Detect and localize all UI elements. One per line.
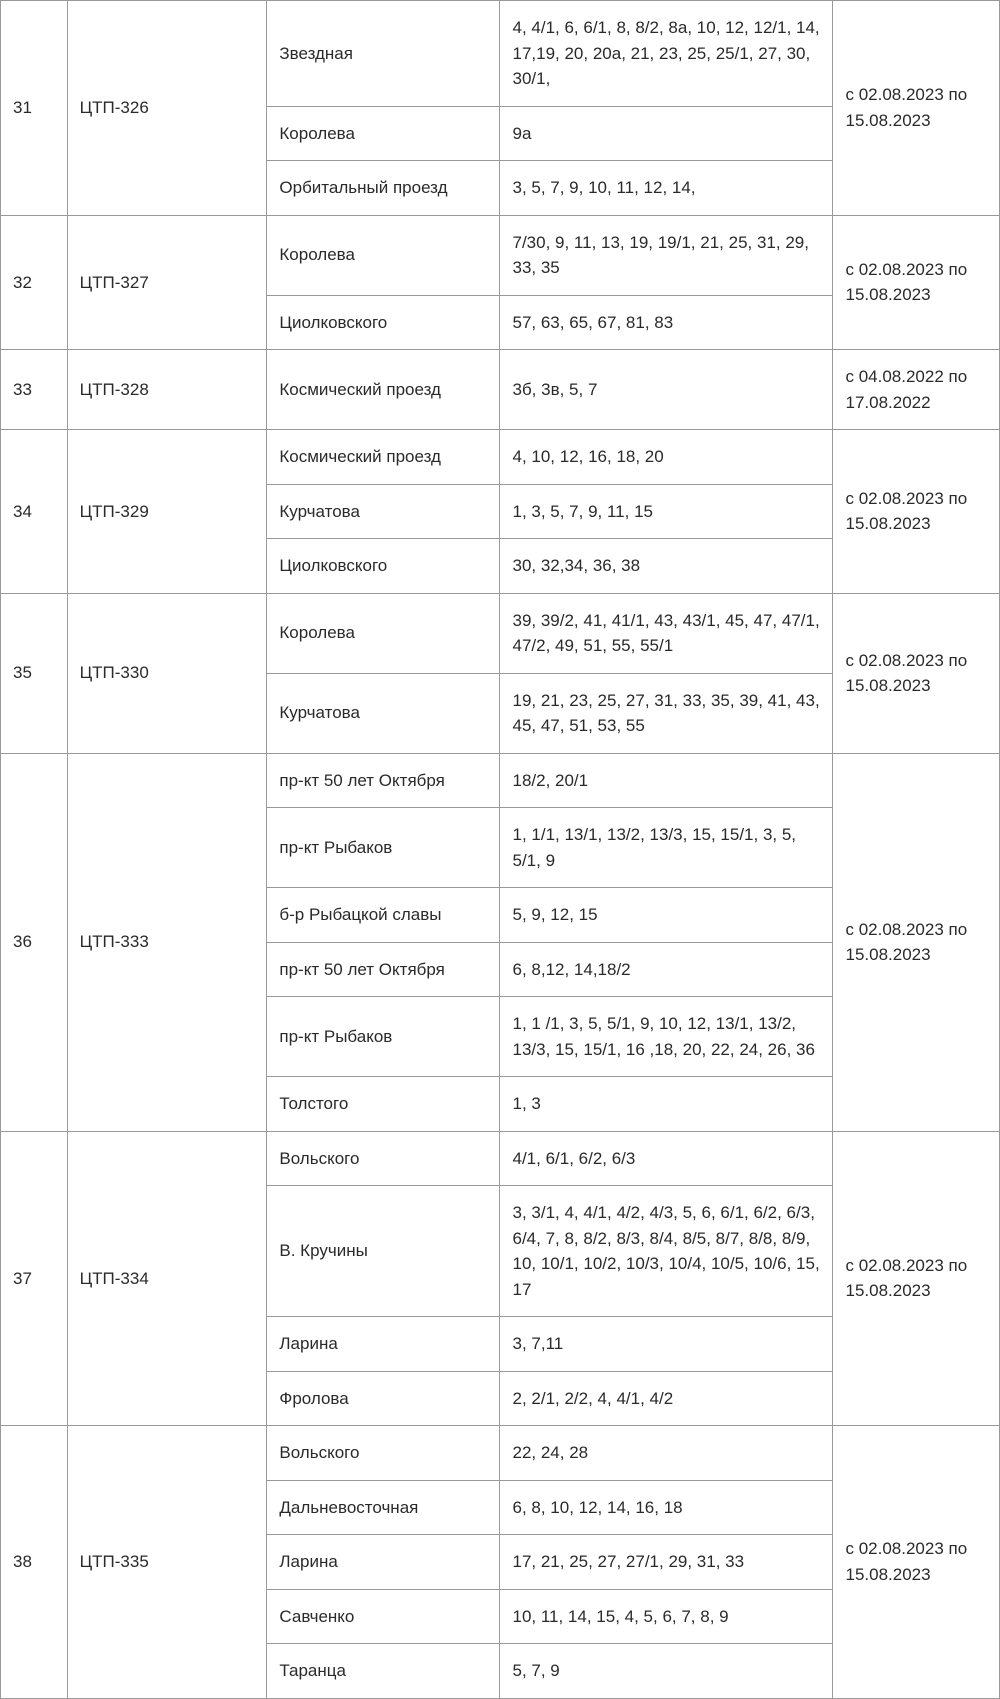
- table-row: 35ЦТП-330Королева39, 39/2, 41, 41/1, 43,…: [1, 593, 1000, 673]
- row-number: 31: [1, 1, 68, 216]
- station-code: ЦТП-335: [67, 1426, 267, 1699]
- table-row: 37ЦТП-334Вольского4/1, 6/1, 6/2, 6/3с 02…: [1, 1131, 1000, 1186]
- street-name: Королева: [267, 215, 500, 295]
- house-numbers: 39, 39/2, 41, 41/1, 43, 43/1, 45, 47, 47…: [500, 593, 833, 673]
- house-numbers: 18/2, 20/1: [500, 753, 833, 808]
- date-range: с 02.08.2023 по 15.08.2023: [833, 215, 1000, 350]
- house-numbers: 1, 3, 5, 7, 9, 11, 15: [500, 484, 833, 539]
- house-numbers: 19, 21, 23, 25, 27, 31, 33, 35, 39, 41, …: [500, 673, 833, 753]
- date-range: с 04.08.2022 по 17.08.2022: [833, 350, 1000, 430]
- house-numbers: 1, 1/1, 13/1, 13/2, 13/3, 15, 15/1, 3, 5…: [500, 808, 833, 888]
- row-number: 35: [1, 593, 68, 753]
- table-row: 31ЦТП-326Звездная4, 4/1, 6, 6/1, 8, 8/2,…: [1, 1, 1000, 107]
- street-name: Савченко: [267, 1589, 500, 1644]
- schedule-table: 31ЦТП-326Звездная4, 4/1, 6, 6/1, 8, 8/2,…: [0, 0, 1000, 1699]
- house-numbers: 6, 8, 10, 12, 14, 16, 18: [500, 1480, 833, 1535]
- street-name: б-р Рыбацкой славы: [267, 888, 500, 943]
- street-name: Циолковского: [267, 295, 500, 350]
- house-numbers: 3б, 3в, 5, 7: [500, 350, 833, 430]
- house-numbers: 3, 7,11: [500, 1317, 833, 1372]
- row-number: 37: [1, 1131, 68, 1426]
- row-number: 32: [1, 215, 68, 350]
- row-number: 34: [1, 430, 68, 594]
- station-code: ЦТП-334: [67, 1131, 267, 1426]
- street-name: Космический проезд: [267, 350, 500, 430]
- street-name: Королева: [267, 593, 500, 673]
- house-numbers: 57, 63, 65, 67, 81, 83: [500, 295, 833, 350]
- house-numbers: 5, 9, 12, 15: [500, 888, 833, 943]
- street-name: пр-кт 50 лет Октября: [267, 753, 500, 808]
- street-name: Курчатова: [267, 484, 500, 539]
- date-range: с 02.08.2023 по 15.08.2023: [833, 593, 1000, 753]
- house-numbers: 5, 7, 9: [500, 1644, 833, 1699]
- date-range: с 02.08.2023 по 15.08.2023: [833, 1, 1000, 216]
- house-numbers: 22, 24, 28: [500, 1426, 833, 1481]
- street-name: Звездная: [267, 1, 500, 107]
- street-name: Толстого: [267, 1077, 500, 1132]
- house-numbers: 1, 1 /1, 3, 5, 5/1, 9, 10, 12, 13/1, 13/…: [500, 997, 833, 1077]
- date-range: с 02.08.2023 по 15.08.2023: [833, 1426, 1000, 1699]
- station-code: ЦТП-326: [67, 1, 267, 216]
- street-name: пр-кт 50 лет Октября: [267, 942, 500, 997]
- table-row: 34ЦТП-329Космический проезд4, 10, 12, 16…: [1, 430, 1000, 485]
- street-name: Фролова: [267, 1371, 500, 1426]
- street-name: Циолковского: [267, 539, 500, 594]
- street-name: пр-кт Рыбаков: [267, 808, 500, 888]
- date-range: с 02.08.2023 по 15.08.2023: [833, 753, 1000, 1131]
- street-name: Ларина: [267, 1535, 500, 1590]
- station-code: ЦТП-333: [67, 753, 267, 1131]
- house-numbers: 9а: [500, 106, 833, 161]
- table-row: 33ЦТП-328Космический проезд3б, 3в, 5, 7с…: [1, 350, 1000, 430]
- row-number: 33: [1, 350, 68, 430]
- house-numbers: 4, 4/1, 6, 6/1, 8, 8/2, 8а, 10, 12, 12/1…: [500, 1, 833, 107]
- street-name: Вольского: [267, 1426, 500, 1481]
- house-numbers: 10, 11, 14, 15, 4, 5, 6, 7, 8, 9: [500, 1589, 833, 1644]
- station-code: ЦТП-330: [67, 593, 267, 753]
- street-name: Вольского: [267, 1131, 500, 1186]
- table-row: 32ЦТП-327Королева7/30, 9, 11, 13, 19, 19…: [1, 215, 1000, 295]
- street-name: Таранца: [267, 1644, 500, 1699]
- house-numbers: 4/1, 6/1, 6/2, 6/3: [500, 1131, 833, 1186]
- street-name: В. Кручины: [267, 1186, 500, 1317]
- table-row: 36ЦТП-333пр-кт 50 лет Октября18/2, 20/1с…: [1, 753, 1000, 808]
- date-range: с 02.08.2023 по 15.08.2023: [833, 430, 1000, 594]
- table-row: 38ЦТП-335Вольского22, 24, 28с 02.08.2023…: [1, 1426, 1000, 1481]
- station-code: ЦТП-327: [67, 215, 267, 350]
- house-numbers: 30, 32,34, 36, 38: [500, 539, 833, 594]
- street-name: Курчатова: [267, 673, 500, 753]
- house-numbers: 17, 21, 25, 27, 27/1, 29, 31, 33: [500, 1535, 833, 1590]
- station-code: ЦТП-328: [67, 350, 267, 430]
- house-numbers: 4, 10, 12, 16, 18, 20: [500, 430, 833, 485]
- house-numbers: 2, 2/1, 2/2, 4, 4/1, 4/2: [500, 1371, 833, 1426]
- street-name: Орбитальный проезд: [267, 161, 500, 216]
- house-numbers: 6, 8,12, 14,18/2: [500, 942, 833, 997]
- street-name: Ларина: [267, 1317, 500, 1372]
- street-name: Дальневосточная: [267, 1480, 500, 1535]
- house-numbers: 1, 3: [500, 1077, 833, 1132]
- street-name: пр-кт Рыбаков: [267, 997, 500, 1077]
- row-number: 36: [1, 753, 68, 1131]
- street-name: Космический проезд: [267, 430, 500, 485]
- station-code: ЦТП-329: [67, 430, 267, 594]
- house-numbers: 3, 3/1, 4, 4/1, 4/2, 4/3, 5, 6, 6/1, 6/2…: [500, 1186, 833, 1317]
- street-name: Королева: [267, 106, 500, 161]
- house-numbers: 7/30, 9, 11, 13, 19, 19/1, 21, 25, 31, 2…: [500, 215, 833, 295]
- row-number: 38: [1, 1426, 68, 1699]
- house-numbers: 3, 5, 7, 9, 10, 11, 12, 14,: [500, 161, 833, 216]
- date-range: с 02.08.2023 по 15.08.2023: [833, 1131, 1000, 1426]
